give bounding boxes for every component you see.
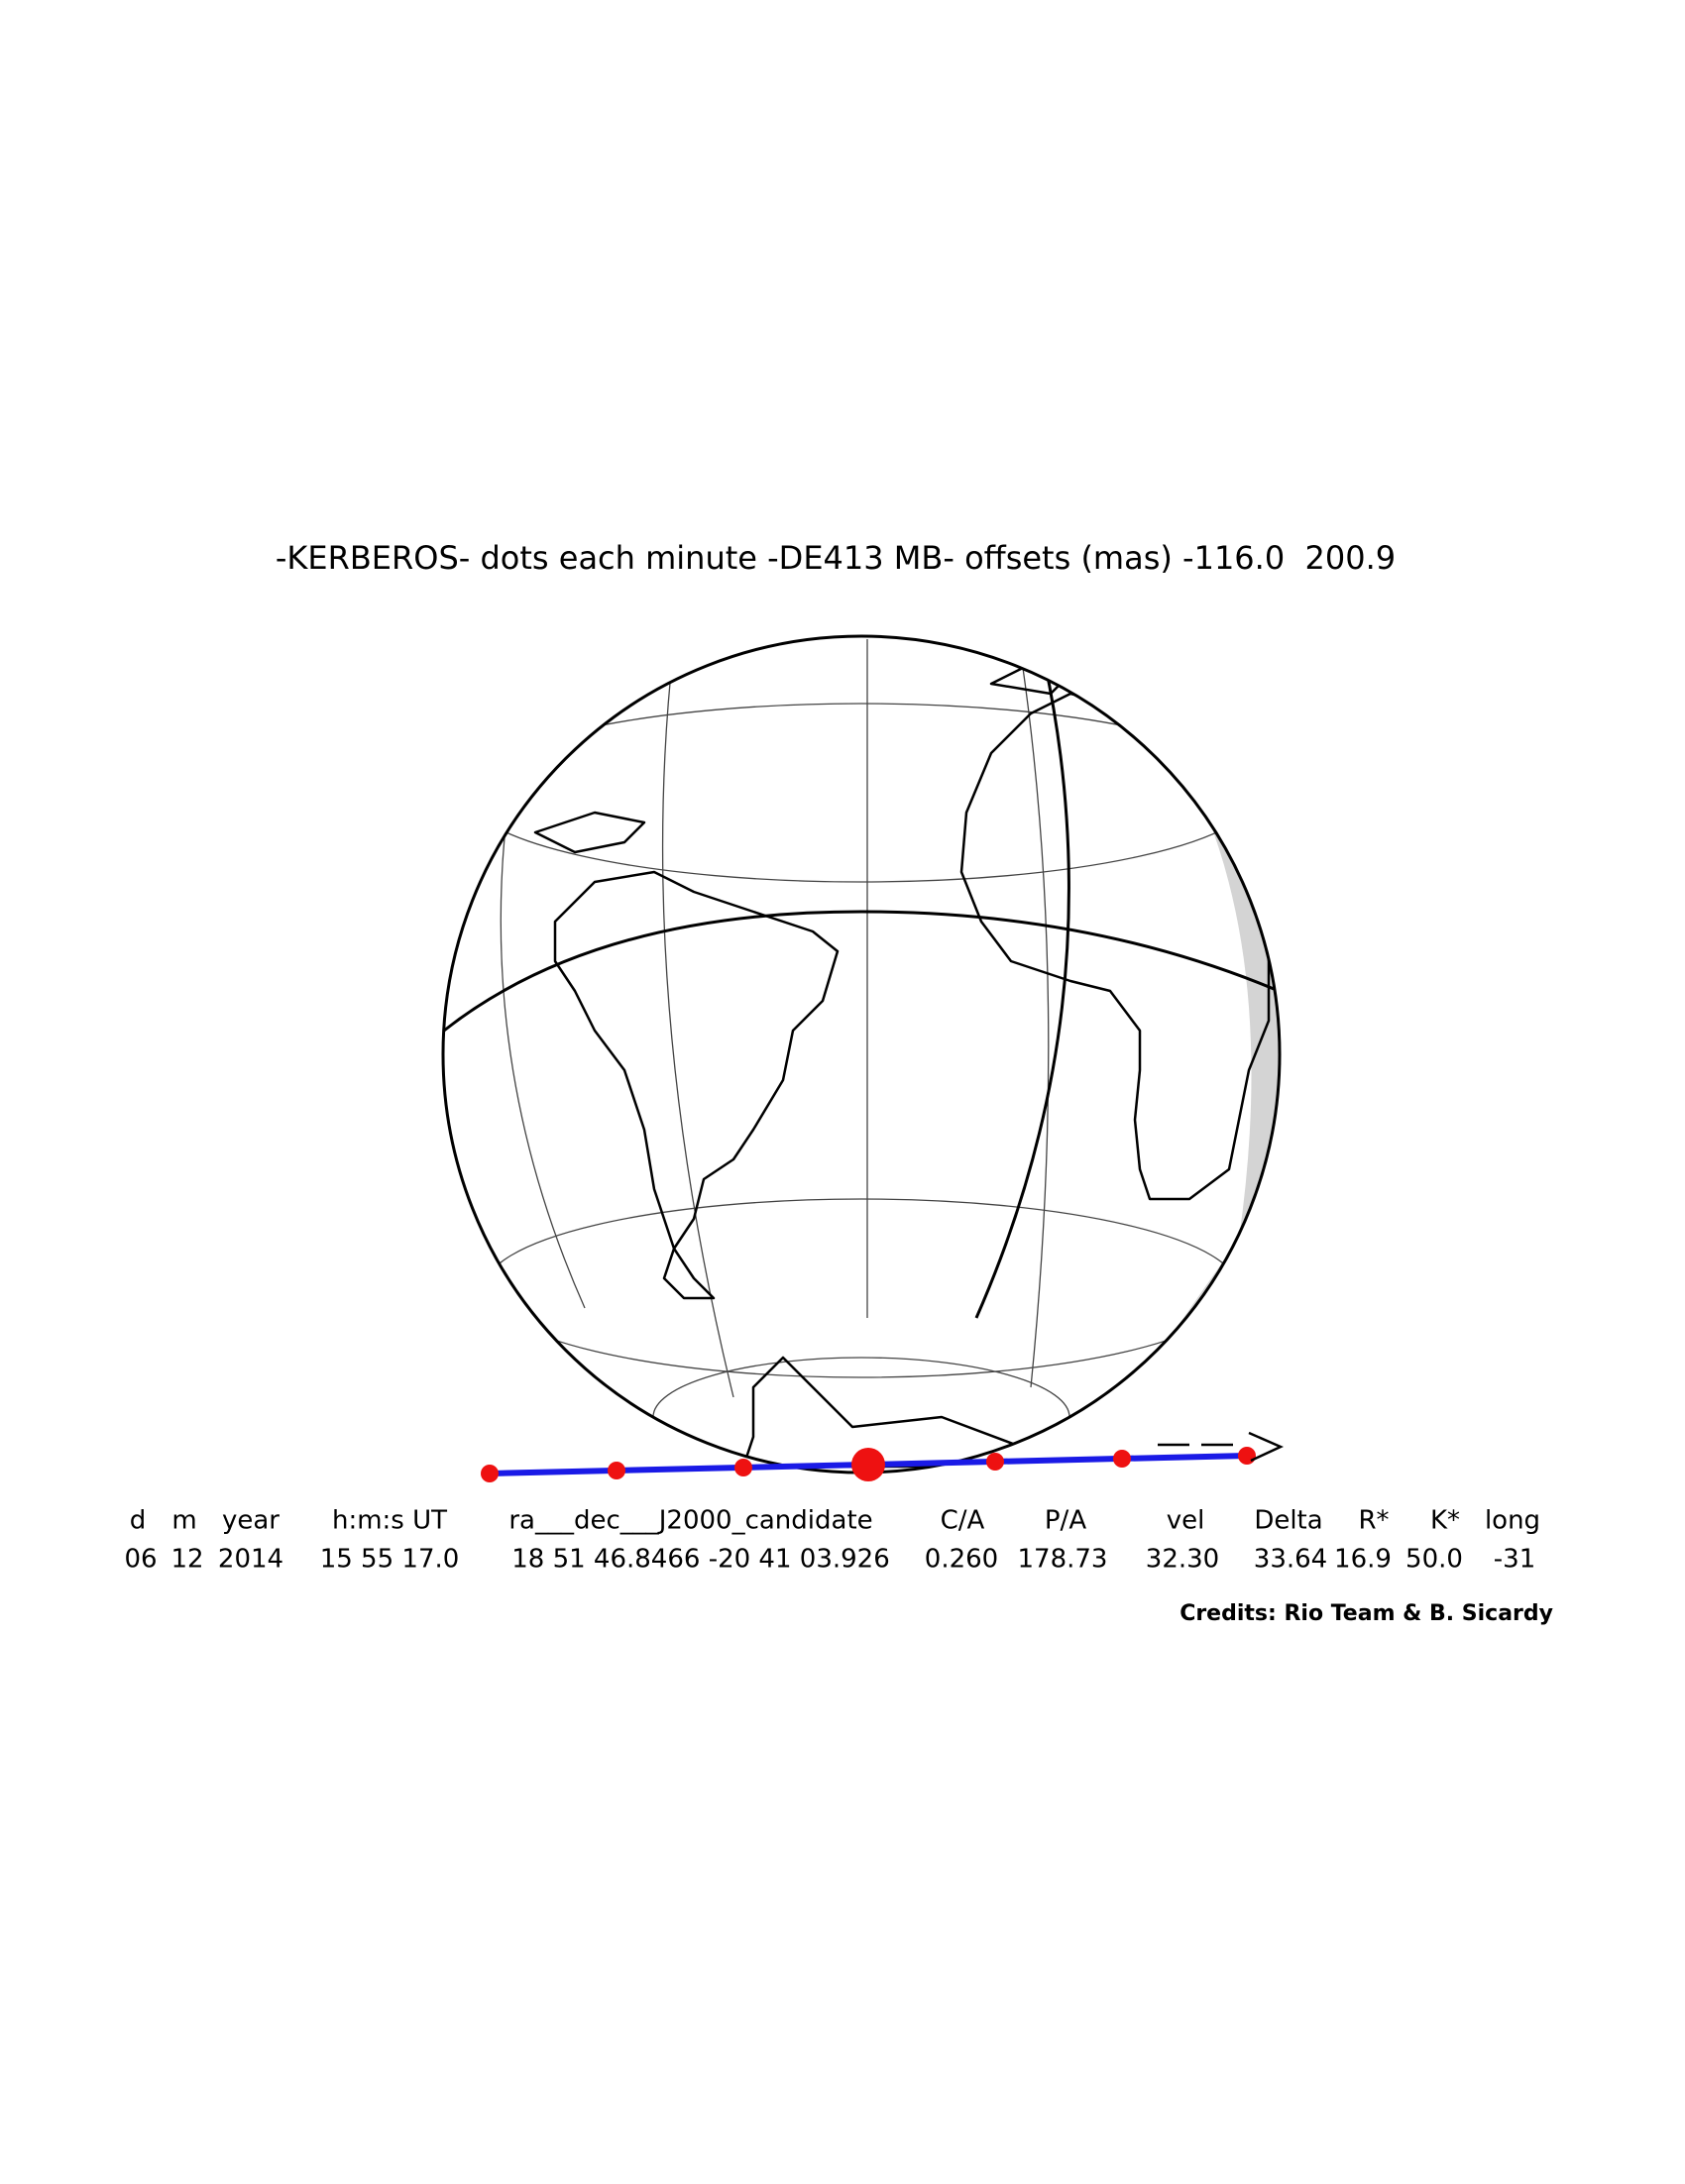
- column-header: d: [130, 1506, 147, 1536]
- dot-closest: [851, 1448, 885, 1481]
- table-cell: 12: [170, 1545, 203, 1575]
- column-header: m: [171, 1506, 196, 1536]
- direction-arrow: [1158, 1431, 1285, 1463]
- minute-dots: [481, 1447, 1256, 1482]
- dot: [1113, 1450, 1131, 1468]
- column-header: Delta: [1254, 1506, 1322, 1536]
- column-header: long: [1485, 1506, 1540, 1536]
- shadow-path: [481, 1431, 1285, 1482]
- table-cell: 16.9: [1334, 1545, 1392, 1575]
- column-header: R*: [1358, 1506, 1389, 1536]
- globe: [441, 634, 1282, 1474]
- column-header: C/A: [941, 1506, 985, 1536]
- dot: [986, 1453, 1004, 1471]
- dot: [1238, 1447, 1256, 1465]
- column-header: vel: [1167, 1506, 1205, 1536]
- table-cell: 18 51 46.8466 -20 41 03.926: [511, 1545, 890, 1575]
- column-header: h:m:s UT: [332, 1506, 447, 1536]
- table-cell: 2014: [218, 1545, 283, 1575]
- ephemeris-table: d m year h:m:s UT ra___dec___J2000_candidate…: [124, 1506, 1540, 1575]
- table-cell: 15 55 17.0: [320, 1545, 460, 1575]
- table-cell: 0.260: [925, 1545, 998, 1575]
- table-cell: 06: [124, 1545, 157, 1575]
- column-header: K*: [1430, 1506, 1460, 1536]
- credits: Credits: Rio Team & B. Sicardy: [1180, 1601, 1553, 1626]
- column-header: P/A: [1045, 1506, 1086, 1536]
- column-header: year: [222, 1506, 280, 1536]
- table-cell: 178.73: [1018, 1545, 1108, 1575]
- dot: [481, 1465, 499, 1482]
- column-header: ra___dec___J2000_candidate: [508, 1506, 872, 1536]
- table-cell: 33.64: [1254, 1545, 1327, 1575]
- dot: [608, 1462, 625, 1479]
- table-cell: -31: [1494, 1545, 1535, 1575]
- title: -KERBEROS- dots each minute -DE413 MB- o…: [276, 539, 1396, 577]
- table-cell: 32.30: [1146, 1545, 1219, 1575]
- table-cell: 50.0: [1405, 1545, 1463, 1575]
- dot: [734, 1459, 752, 1476]
